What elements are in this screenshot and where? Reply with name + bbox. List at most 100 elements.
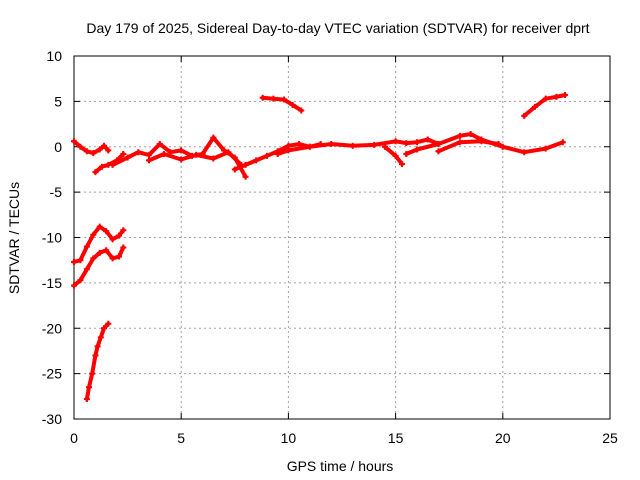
data-point <box>178 147 185 154</box>
series-track-i <box>435 138 502 155</box>
data-point <box>71 259 77 266</box>
series-track-d <box>146 149 245 168</box>
data-point <box>92 352 99 359</box>
data-point <box>263 152 270 159</box>
data-series <box>71 92 568 403</box>
data-point <box>424 136 431 143</box>
data-point <box>456 139 463 146</box>
data-point <box>105 320 112 327</box>
data-point <box>414 146 421 153</box>
data-point <box>71 282 77 289</box>
x-tick-label: 5 <box>177 430 185 446</box>
series-track-l <box>71 223 127 266</box>
data-point <box>120 244 127 251</box>
x-tick-label: 0 <box>70 430 78 446</box>
x-tick-label: 20 <box>495 430 511 446</box>
data-point <box>90 255 97 262</box>
data-point <box>499 143 506 150</box>
data-point <box>553 93 560 100</box>
data-point <box>561 92 568 99</box>
data-point <box>542 145 549 152</box>
data-point <box>156 141 163 148</box>
series-track-h <box>403 131 566 158</box>
axis-ticks: 0 5 10 15 20 25 -30 -25 -20 -15 -10 -5 0 5 10 <box>42 48 618 446</box>
data-point <box>98 163 105 170</box>
data-point <box>210 134 217 141</box>
data-point <box>90 231 97 238</box>
data-point <box>77 277 84 284</box>
x-tick-label: 15 <box>388 430 404 446</box>
data-point <box>296 141 303 148</box>
data-point <box>109 161 116 168</box>
x-tick-label: 10 <box>281 430 297 446</box>
data-point <box>274 151 281 158</box>
data-point <box>103 247 110 254</box>
data-point <box>96 223 103 230</box>
y-tick-label: -5 <box>50 184 63 200</box>
data-point <box>83 148 90 155</box>
series-track-b <box>92 151 127 176</box>
series-trace <box>404 132 565 156</box>
series-track-a <box>71 138 112 157</box>
y-tick-label: -30 <box>42 411 62 427</box>
x-axis-title: GPS time / hours <box>287 458 394 474</box>
data-point <box>83 243 90 250</box>
data-point <box>559 139 566 146</box>
data-point <box>242 173 249 180</box>
data-point <box>109 255 116 262</box>
data-point <box>349 142 356 149</box>
data-point <box>116 232 123 239</box>
data-point <box>467 131 474 138</box>
data-point <box>328 141 335 148</box>
series-track-m <box>71 244 127 289</box>
data-point <box>478 138 485 145</box>
data-point <box>86 384 93 391</box>
data-point <box>253 157 260 164</box>
y-tick-label: -10 <box>42 230 62 246</box>
data-point <box>120 227 127 234</box>
data-point <box>135 149 142 156</box>
data-point <box>109 236 116 243</box>
data-point <box>103 228 110 235</box>
data-point <box>146 151 153 158</box>
data-point <box>193 151 200 158</box>
data-point <box>161 151 168 158</box>
data-point <box>210 155 217 162</box>
data-point <box>281 96 288 103</box>
data-point <box>97 334 104 341</box>
chart-title: Day 179 of 2025, Sidereal Day-to-day VTE… <box>86 20 589 36</box>
data-point <box>116 253 123 260</box>
data-point <box>399 160 406 167</box>
data-point <box>392 138 399 145</box>
data-point <box>403 140 410 147</box>
data-point <box>101 142 108 149</box>
data-point <box>124 154 131 161</box>
data-point <box>146 157 153 164</box>
data-point <box>71 138 77 145</box>
data-point <box>225 149 232 156</box>
y-tick-label: -25 <box>42 366 62 382</box>
data-point <box>298 107 305 114</box>
series-track-j <box>259 94 305 114</box>
y-tick-label: 5 <box>54 93 62 109</box>
data-point <box>77 143 84 150</box>
series-trace <box>436 139 501 154</box>
series-track-k <box>521 92 568 119</box>
y-tick-label: -15 <box>42 275 62 291</box>
data-point <box>83 396 90 403</box>
data-point <box>270 95 277 102</box>
data-point <box>96 249 103 256</box>
data-point <box>89 370 96 377</box>
data-point <box>371 141 378 148</box>
data-point <box>178 156 185 163</box>
data-point <box>381 143 388 150</box>
data-point <box>392 152 399 159</box>
data-point <box>495 141 502 148</box>
data-point <box>120 151 127 158</box>
data-point <box>456 132 463 139</box>
data-point <box>96 146 103 153</box>
data-point <box>90 150 97 157</box>
data-point <box>289 102 296 109</box>
data-point <box>242 161 249 168</box>
